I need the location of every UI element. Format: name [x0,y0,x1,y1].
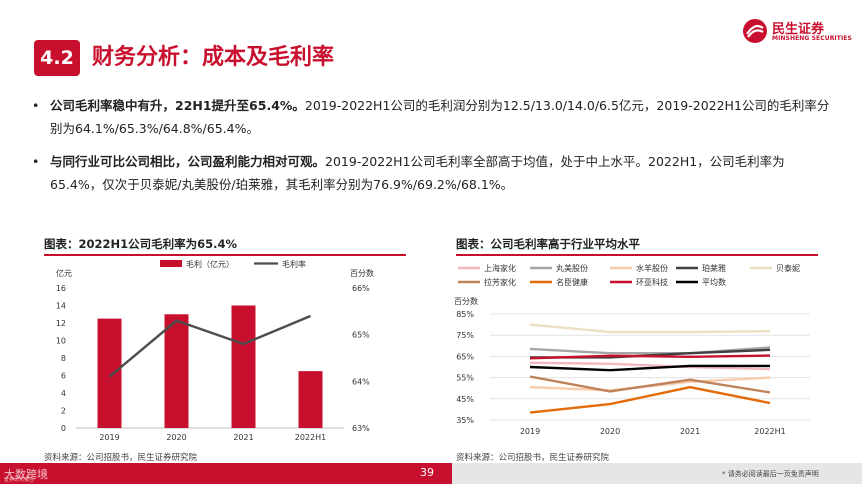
chart2-xtick-label: 2020 [600,427,620,436]
chart2-legend-label: 拉芳家化 [484,277,516,287]
chart1-source: 资料来源：公司招股书，民生证券研究院 [44,453,198,463]
chart1-ytick-label: 8 [61,354,66,363]
chart1-ytick-label: 10 [56,337,66,346]
chart2-series-line [529,375,771,394]
chart1-legend-line-label: 毛利率 [282,259,306,269]
chart1-series-line [108,314,311,378]
chart2-legend-label: 贝泰妮 [776,263,800,273]
chart1-y2tick-label: 65% [352,331,370,340]
chart1-left-axis-unit: 亿元 [56,268,72,278]
chart2-series-line [529,361,771,371]
chart1-right-axis-unit: 百分数 [350,268,374,278]
chart2-xtick-label: 2021 [680,427,700,436]
page-number: 39 [420,466,434,479]
chart1-bar [97,318,122,428]
chart1-y2tick-label: 63% [352,424,370,433]
chart2-legend-label: 环亚科技 [636,277,668,287]
chart2-xtick-label: 2022H1 [754,427,785,436]
chart2-legend-label: 平均数 [702,277,726,287]
chart2-legend-label: 丸美股份 [556,263,588,273]
chart1-y2tick-label: 66% [352,284,370,293]
chart1-title: 图表：2022H1公司毛利率为65.4% [44,237,238,251]
chart1-legend-bar-label: 毛利（亿元） [186,259,234,269]
bullet-2-bold: 与同行业可比公司相比，公司盈利能力相对可观。 [50,154,326,169]
chart1-ytick-label: 2 [61,407,66,416]
bullet-dot: • [32,98,40,113]
chart2-ytick-label: 65% [456,352,474,361]
chart2-source: 资料来源：公司招股书，民生证券研究院 [456,453,610,463]
chart1-ytick-label: 4 [61,389,66,398]
chart1-ytick-label: 6 [61,372,66,381]
chart2-series-line [529,323,771,334]
chart1-ytick-label: 0 [61,424,66,433]
chart2-ytick-label: 35% [456,416,474,425]
chart1-xtick-label: 2022H1 [295,433,326,442]
chart2-y-axis-unit: 百分数 [454,296,478,306]
bullet-1: • 公司毛利率稳中有升，22H1提升至65.4%。2019-2022H1公司的毛… [32,94,832,140]
footer-watermark-sub: 证券研究报告 [4,477,35,483]
page-title: 财务分析：成本及毛利率 [92,45,335,70]
footer-watermark-text: 大数跨境 [4,468,48,481]
chart1-bar [298,371,323,428]
chart2-legend-label: 珀莱雅 [702,263,726,273]
footer-bar-red [0,463,452,484]
bullet-2: • 与同行业可比公司相比，公司盈利能力相对可观。2019-2022H1公司毛利率… [32,150,832,196]
chart2-ytick-label: 55% [456,374,474,383]
bullet-1-text: 2019-2022H1公司的毛利润分别为12.5/13.0/14.0/6.5亿元… [50,98,830,136]
bullet-1-bold: 公司毛利率稳中有升，22H1提升至65.4%。 [50,98,305,113]
chart1-xtick-label: 2019 [99,433,119,442]
logo-text-en: MINSHENG SECURITIES [772,35,852,42]
chart1-xtick-label: 2021 [233,433,253,442]
chart2-title: 图表：公司毛利率高于行业平均水平 [456,237,640,251]
chart2-legend-label: 水羊股份 [636,263,668,273]
chart2-title-underline [456,254,818,256]
logo-text-cn: 民生证券 [772,22,825,37]
bullet-dot: • [32,154,40,169]
chart1-ytick-label: 16 [56,284,66,293]
chart2-series-line [529,385,771,414]
chart1-bar [231,305,256,428]
brand-logo: 民生证券 MINSHENG SECURITIES [742,16,852,56]
disclaimer-note: * 请务必阅读最后一页免责声明 [722,470,819,478]
chart2-legend-label: 名臣健康 [556,277,588,287]
chart2-xtick-label: 2019 [520,427,540,436]
chart2-legend-label: 上海家化 [484,263,516,273]
minsheng-logo-icon [743,19,767,43]
chart1-bar [164,314,189,428]
bullet-2-text: 2019-2022H1公司毛利率全部高于均值，处于中上水平。2022H1，公司毛… [50,154,785,192]
chart2-series-line [529,354,771,360]
footer-bar-grey [452,463,862,484]
chart1-title-underline [44,254,406,256]
section-number-badge: 4.2 [34,40,80,76]
chart1-xtick-label: 2020 [166,433,186,442]
chart2-series-line [529,364,770,372]
chart2-ytick-label: 85% [456,310,474,319]
chart1-y2tick-label: 64% [352,377,370,386]
chart1-legend-bar-swatch [160,260,182,267]
chart2-ytick-label: 75% [456,331,474,340]
chart2-ytick-label: 45% [456,395,474,404]
chart1-ytick-label: 12 [56,319,66,328]
chart1-svg: 亿元 百分数 毛利（亿元） 毛利率 0 2 4 6 8 10 12 14 16 63% 64% 65% 66% 2… [56,259,374,442]
chart1-ytick-label: 14 [56,302,66,311]
